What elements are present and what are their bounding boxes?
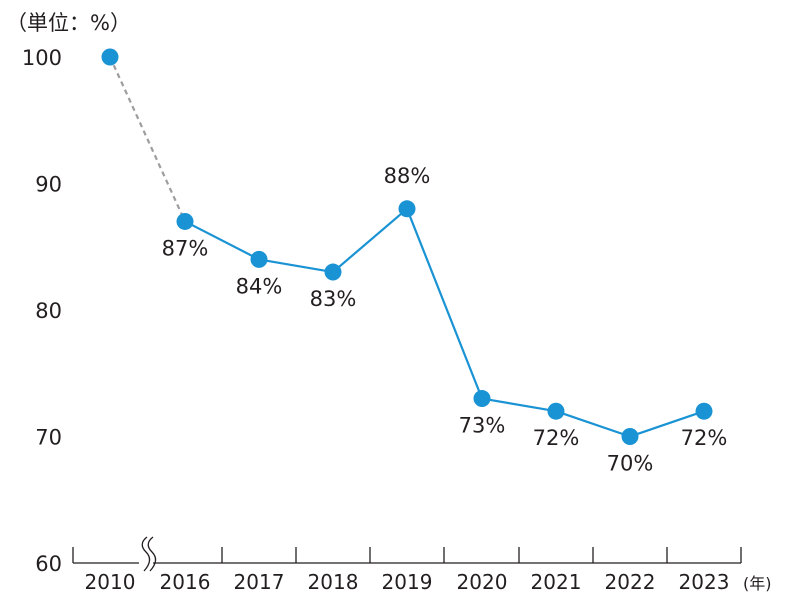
series-line — [108, 56, 705, 438]
data-label: 72% — [681, 426, 728, 450]
data-point — [398, 200, 416, 218]
x-unit-label: (年) — [743, 574, 772, 593]
y-tick-label: 80 — [35, 299, 62, 323]
x-tick-label: 2023 — [679, 570, 730, 594]
x-axis-tick-labels: 2010 2016 2017 2018 2019 2020 2021 2022 2023 — [85, 570, 730, 594]
data-point — [250, 250, 268, 268]
x-axis-ticks — [72, 547, 742, 563]
x-axis: 2010 2016 2017 2018 2019 2020 2021 2022 2023 (年) — [72, 536, 772, 594]
y-axis-tick-labels: 60 70 80 90 100 — [22, 46, 62, 576]
x-tick-label: 2017 — [234, 570, 285, 594]
y-unit-label: （単位：%） — [6, 11, 131, 35]
x-tick-label: 2019 — [382, 570, 433, 594]
y-tick-label: 70 — [35, 426, 62, 450]
x-tick-label: 2020 — [457, 570, 508, 594]
y-tick-label: 60 — [35, 552, 62, 576]
x-tick-label: 2016 — [160, 570, 211, 594]
y-tick-label: 100 — [22, 46, 62, 70]
data-point — [621, 428, 639, 445]
data-label: 88% — [384, 164, 431, 188]
data-point — [176, 212, 194, 230]
data-label: 73% — [459, 414, 506, 438]
x-tick-label: 2022 — [605, 570, 656, 594]
data-label: 70% — [607, 452, 654, 476]
data-point — [324, 263, 342, 281]
data-label: 83% — [310, 287, 357, 311]
series-markers — [101, 48, 713, 445]
dashed-segment — [108, 56, 187, 222]
y-tick-label: 90 — [35, 173, 62, 197]
x-tick-label: 2018 — [308, 570, 359, 594]
data-point — [101, 48, 119, 66]
data-point — [473, 390, 491, 408]
data-point — [695, 402, 713, 420]
data-label: 72% — [533, 426, 580, 450]
axis-break-icon — [139, 536, 157, 574]
data-label: 84% — [236, 274, 283, 298]
x-tick-label: 2021 — [531, 570, 582, 594]
x-tick-label: 2010 — [85, 570, 136, 594]
series-path — [184, 207, 705, 438]
data-label: 87% — [162, 236, 209, 260]
data-labels: 87% 84% 83% 88% 73% 72% 70% 72% — [162, 164, 728, 476]
data-point — [547, 402, 565, 420]
